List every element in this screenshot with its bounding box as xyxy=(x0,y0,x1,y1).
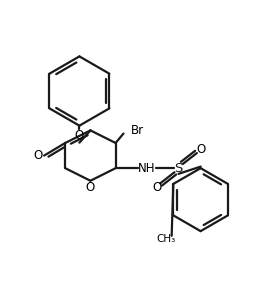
Text: NH: NH xyxy=(138,162,156,175)
Text: S: S xyxy=(174,162,183,175)
Text: O: O xyxy=(152,180,161,193)
Text: Br: Br xyxy=(131,124,144,137)
Text: O: O xyxy=(86,181,95,194)
Text: CH₃: CH₃ xyxy=(156,234,176,244)
Text: O: O xyxy=(75,129,84,142)
Text: O: O xyxy=(196,143,205,156)
Text: O: O xyxy=(34,149,43,162)
